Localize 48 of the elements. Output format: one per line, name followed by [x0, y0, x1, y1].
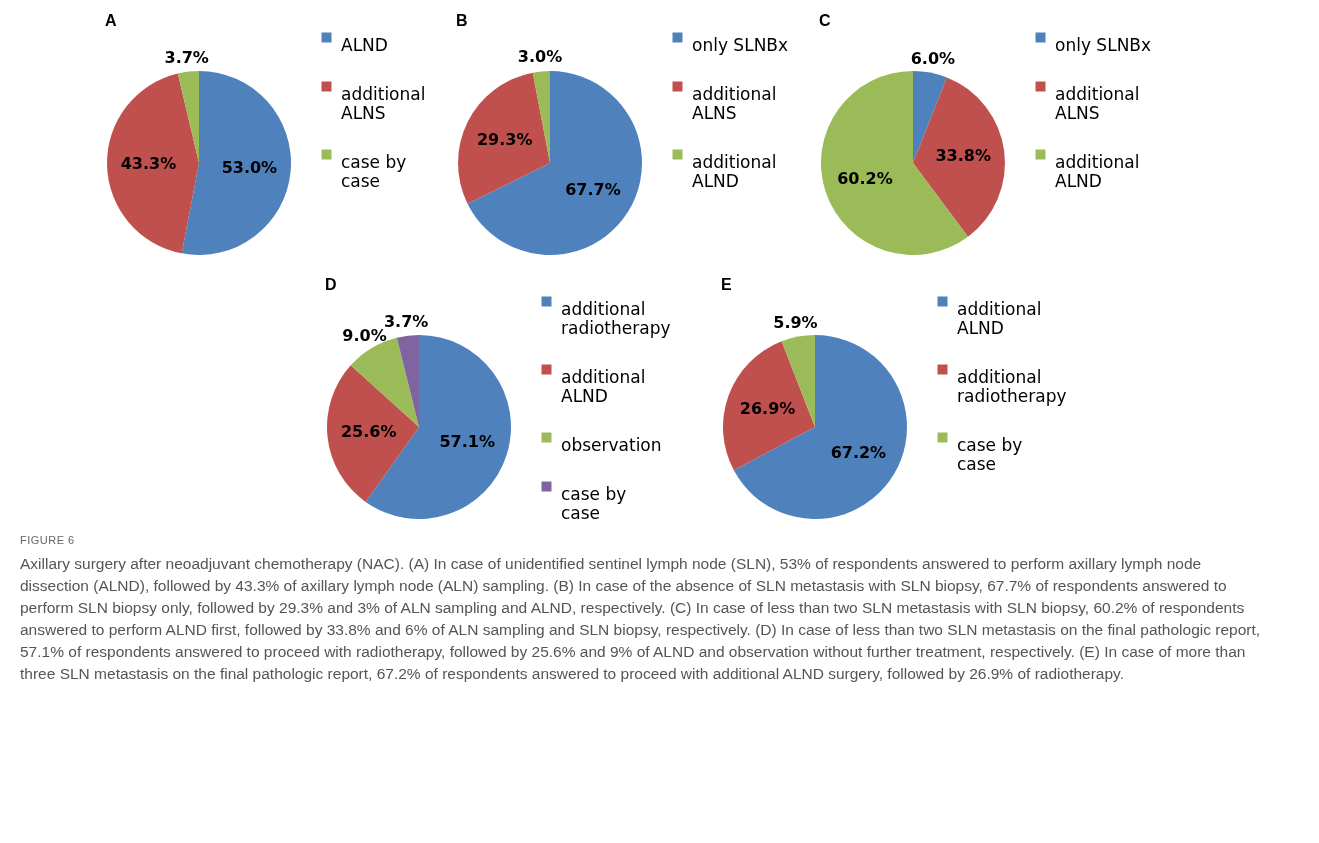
- legend-label: additional ALND: [1055, 151, 1140, 191]
- legend-label: case by case: [561, 483, 627, 523]
- pie-slice: [177, 71, 199, 163]
- legend-label: case by case: [957, 434, 1023, 474]
- data-label: 67.2%: [830, 443, 887, 463]
- data-label: 67.7%: [565, 179, 621, 199]
- data-label: 43.3%: [120, 154, 177, 174]
- chart-title: D: [325, 276, 337, 293]
- pie-slice: [532, 71, 550, 163]
- pie-slice: [396, 335, 419, 427]
- data-label: 6.0%: [910, 48, 956, 68]
- legend-label: additional ALND: [692, 151, 777, 191]
- data-label: 53.0%: [221, 157, 278, 177]
- data-label: 26.9%: [739, 399, 796, 419]
- legend-label: additional ALND: [957, 298, 1042, 338]
- legend-label: additional ALND: [561, 366, 646, 406]
- data-label: 33.8%: [935, 146, 991, 166]
- legend-label: additional radiotherapy: [561, 298, 671, 338]
- pie-slice: [723, 341, 815, 471]
- data-label: 29.3%: [476, 130, 533, 150]
- legend-label: observation: [561, 434, 662, 455]
- legend-label: ALND: [341, 34, 388, 55]
- pie-slice: [467, 71, 642, 255]
- data-label: 5.9%: [773, 312, 818, 332]
- data-label: 3.7%: [164, 47, 209, 67]
- legend-label: additional ALNS: [341, 83, 426, 123]
- text: Axillary surgery after neoadjuvant chemotherapy (NAC). (A) In case of unidentified sentinel lymph node (SLN), 53% of respondents answered to perform axillary lymph node dissection (ALND), followed by 43.3% of axillary lymph node (ALN) sampling. (B) In case of the absence of SLN metastasis with SLN biopsy, 67.7% of respondents answered to perform SLN biopsy only, followed by 29.3% and 3% of ALN sampling and ALND, respectively. (C) In case of less than two SLN metastasis with SLN biopsy, 60.2% of respondents answered to perform ALND first, followed by 33.8% and 6% of ALN sampling and SLN biopsy, respectively. (D) In case of less than two SLN metastasis on the final pathologic report, 57.1% of respondents answered to proceed with radiotherapy, followed by 25.6% and 9% of ALND and observation without further treatment, respectively. (E) In case of more than three SLN metastasis on the final pathologic report, 67.2% of respondents answered to proceed with additional ALND surgery, followed by 26.9% of radiotherapy.: [20, 553, 1262, 684]
- chart-title: A: [105, 12, 117, 29]
- legend-label: additional radiotherapy: [957, 366, 1067, 406]
- pie-slice: [458, 72, 550, 204]
- chart-title: C: [819, 12, 831, 29]
- pie-slice: [181, 71, 291, 255]
- data-label: 25.6%: [340, 422, 397, 442]
- data-label: 60.2%: [837, 168, 893, 188]
- pie-slice: [913, 77, 1005, 237]
- pie-slice: [107, 73, 199, 254]
- legend-label: additional ALNS: [692, 83, 777, 123]
- data-label: 3.0%: [517, 47, 563, 67]
- chart-title: B: [456, 12, 468, 29]
- pie-slice: [327, 365, 419, 502]
- caption: FIGURE 6: [20, 533, 76, 548]
- legend-label: only SLNBx: [692, 34, 789, 55]
- legend-label: only SLNBx: [1055, 34, 1152, 55]
- legend-label: case by case: [341, 151, 407, 191]
- data-label: 57.1%: [439, 432, 495, 452]
- legend-label: additional ALNS: [1055, 83, 1140, 123]
- pie-slice: [733, 335, 907, 519]
- chart-title: E: [721, 276, 732, 293]
